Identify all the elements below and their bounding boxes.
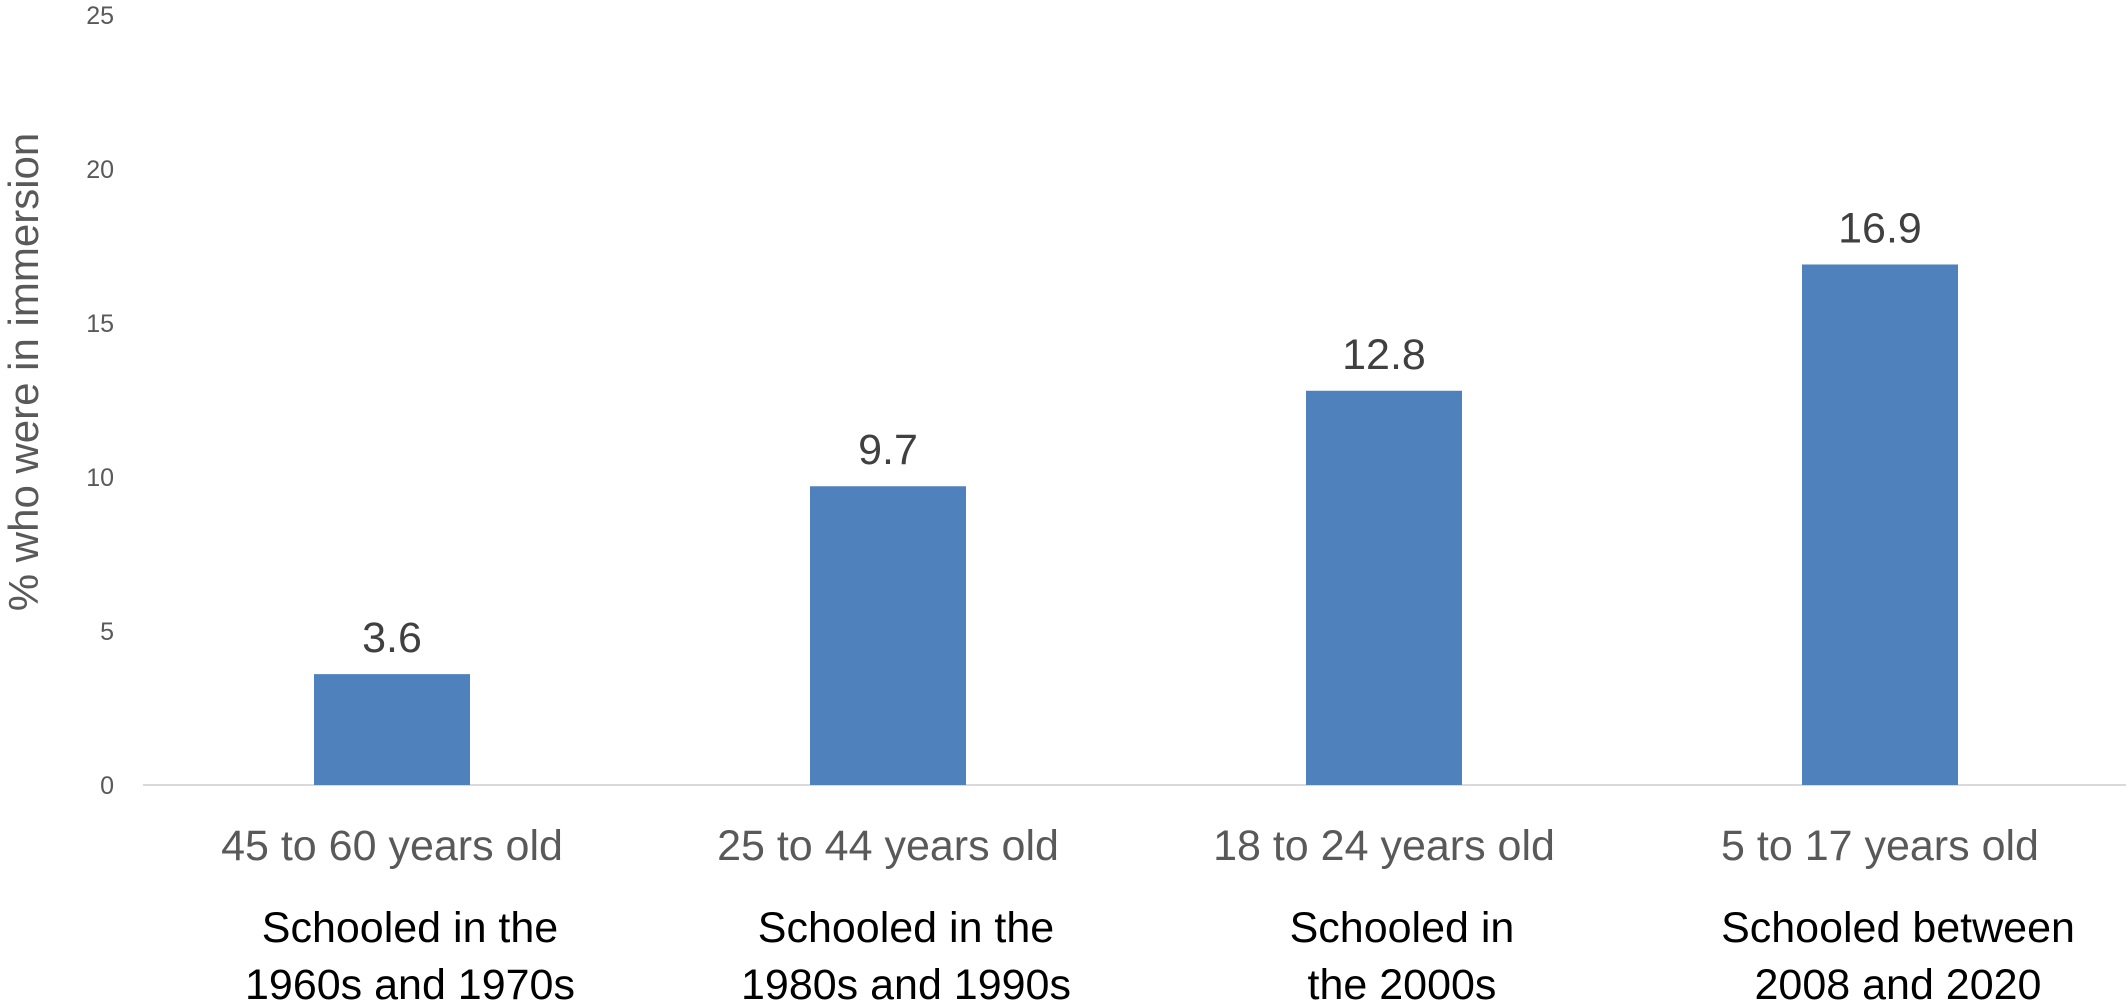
y-tick-label: 10	[86, 464, 114, 492]
y-tick-label: 20	[86, 156, 114, 184]
y-axis-ticks: 0 5 10 15 20 25	[86, 2, 114, 800]
bar	[314, 674, 470, 785]
category-labels: 45 to 60 years old 25 to 44 years old 18 t…	[221, 822, 2039, 870]
data-label: 16.9	[1838, 204, 1922, 252]
category-annotation-line: Schooled in the	[262, 904, 558, 952]
bar	[1802, 264, 1958, 786]
category-annotation-line: Schooled between	[1721, 904, 2075, 952]
y-axis-title: % who were in immersion	[0, 133, 47, 612]
data-label: 12.8	[1342, 331, 1426, 379]
category-annotations: Schooled in the 1960s and 1970s Schooled i…	[245, 904, 2075, 1005]
category-label: 5 to 17 years old	[1721, 822, 2039, 870]
data-labels: 3.6 9.7 12.8 16.9	[362, 204, 1922, 662]
bar	[810, 486, 966, 785]
category-annotation-line: Schooled in the	[758, 904, 1054, 952]
y-tick-label: 5	[100, 618, 114, 646]
category-annotation-line: 1980s and 1990s	[741, 961, 1071, 1005]
data-label: 3.6	[362, 614, 422, 662]
y-tick-label: 25	[86, 2, 114, 30]
y-tick-label: 0	[100, 772, 114, 800]
category-annotation-line: 1960s and 1970s	[245, 961, 575, 1005]
bar	[1306, 390, 1462, 785]
category-annotation-line: the 2000s	[1308, 961, 1497, 1005]
data-label: 9.7	[858, 426, 918, 474]
category-annotation-line: Schooled in	[1290, 904, 1515, 952]
y-tick-label: 15	[86, 310, 114, 338]
bar-series	[314, 264, 1958, 786]
category-annotation-line: 2008 and 2020	[1755, 961, 2042, 1005]
category-label: 25 to 44 years old	[717, 822, 1059, 870]
category-label: 18 to 24 years old	[1213, 822, 1555, 870]
category-label: 45 to 60 years old	[221, 822, 563, 870]
